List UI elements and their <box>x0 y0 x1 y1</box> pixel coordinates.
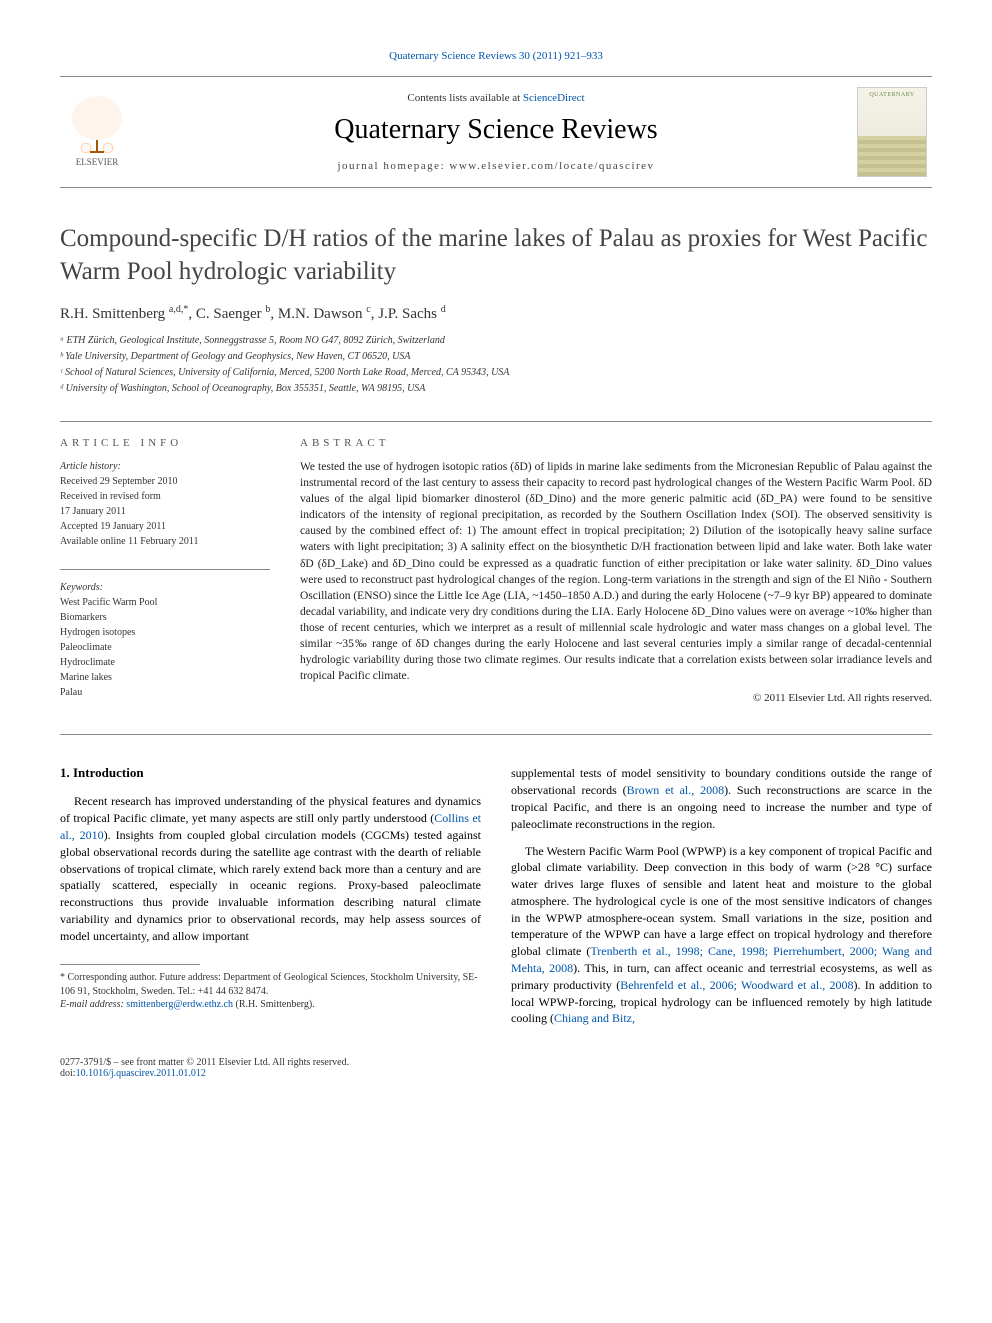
body-column-left: 1. Introduction Recent research has impr… <box>60 765 481 1037</box>
divider-line <box>60 421 932 422</box>
authors: R.H. Smittenberg a,d,*, C. Saenger b, M.… <box>60 304 932 323</box>
history-line: Available online 11 February 2011 <box>60 534 270 549</box>
abstract-copyright: © 2011 Elsevier Ltd. All rights reserved… <box>300 692 932 704</box>
footnote: * Corresponding author. Future address: … <box>60 971 481 1012</box>
body-paragraph: supplemental tests of model sensitivity … <box>511 765 932 832</box>
contents-line: Contents lists available at ScienceDirec… <box>135 92 857 104</box>
keyword: Paleoclimate <box>60 640 270 655</box>
citation-link[interactable]: Behrenfeld et al., 2006; Woodward et al.… <box>620 978 853 992</box>
journal-name: Quaternary Science Reviews <box>135 114 857 146</box>
section-title: Introduction <box>73 765 144 780</box>
email-suffix: (R.H. Smittenberg). <box>233 999 315 1010</box>
footnote-divider <box>60 964 200 965</box>
corresponding-author-note: * Corresponding author. Future address: … <box>60 971 481 998</box>
page-footer: 0277-3791/$ – see front matter © 2011 El… <box>60 1057 932 1079</box>
abstract-header: ABSTRACT <box>300 437 932 449</box>
email-label: E-mail address: <box>60 999 126 1010</box>
article-history: Article history: Received 29 September 2… <box>60 459 270 549</box>
issn-line: 0277-3791/$ – see front matter © 2011 El… <box>60 1057 349 1068</box>
affiliation-line: ᵇ Yale University, Department of Geology… <box>60 349 932 364</box>
keyword: Biomarkers <box>60 610 270 625</box>
affiliations: ᵃ ETH Zürich, Geological Institute, Sonn… <box>60 333 932 396</box>
affiliation-line: ᵈ University of Washington, School of Oc… <box>60 381 932 396</box>
doi-link[interactable]: 10.1016/j.quascirev.2011.01.012 <box>76 1068 206 1079</box>
abstract-column: ABSTRACT We tested the use of hydrogen i… <box>300 437 932 704</box>
homepage-url[interactable]: www.elsevier.com/locate/quascirev <box>449 160 654 172</box>
svg-text:ELSEVIER: ELSEVIER <box>76 157 119 167</box>
history-line: Accepted 19 January 2011 <box>60 519 270 534</box>
affiliation-line: ᵃ ETH Zürich, Geological Institute, Sonn… <box>60 333 932 348</box>
contents-prefix: Contents lists available at <box>407 92 522 104</box>
article-title: Compound-specific D/H ratios of the mari… <box>60 223 932 288</box>
history-line: Received 29 September 2010 <box>60 474 270 489</box>
body-column-right: supplemental tests of model sensitivity … <box>511 765 932 1037</box>
keyword: Hydrogen isotopes <box>60 625 270 640</box>
body-columns: 1. Introduction Recent research has impr… <box>60 765 932 1037</box>
keywords-label: Keywords: <box>60 580 270 595</box>
cover-title: QUATERNARY <box>862 92 922 98</box>
masthead: ELSEVIER Contents lists available at Sci… <box>60 76 932 188</box>
body-paragraph: The Western Pacific Warm Pool (WPWP) is … <box>511 843 932 1028</box>
section-number: 1. <box>60 765 70 780</box>
divider-line <box>60 734 932 735</box>
divider-line <box>60 569 270 570</box>
body-paragraph: Recent research has improved understandi… <box>60 793 481 944</box>
section-heading: 1. Introduction <box>60 765 481 781</box>
keyword: Palau <box>60 685 270 700</box>
doi-prefix: doi: <box>60 1068 76 1079</box>
journal-reference: Quaternary Science Reviews 30 (2011) 921… <box>60 50 932 62</box>
article-info-header: ARTICLE INFO <box>60 437 270 449</box>
citation-link[interactable]: Brown et al., 2008 <box>627 783 724 797</box>
keyword: Hydroclimate <box>60 655 270 670</box>
email-link[interactable]: smittenberg@erdw.ethz.ch <box>126 999 233 1010</box>
journal-homepage: journal homepage: www.elsevier.com/locat… <box>135 160 857 172</box>
sciencedirect-link[interactable]: ScienceDirect <box>523 92 585 104</box>
article-info-column: ARTICLE INFO Article history: Received 2… <box>60 437 270 704</box>
keyword: West Pacific Warm Pool <box>60 595 270 610</box>
elsevier-tree-icon: ELSEVIER <box>60 90 135 170</box>
keywords-block: Keywords: West Pacific Warm PoolBiomarke… <box>60 580 270 700</box>
keyword: Marine lakes <box>60 670 270 685</box>
publisher-logo: ELSEVIER <box>60 90 135 174</box>
affiliation-line: ᶜ School of Natural Sciences, University… <box>60 365 932 380</box>
history-label: Article history: <box>60 459 270 474</box>
history-line: Received in revised form <box>60 489 270 504</box>
abstract-text: We tested the use of hydrogen isotopic r… <box>300 459 932 684</box>
history-line: 17 January 2011 <box>60 504 270 519</box>
journal-cover: QUATERNARY <box>857 87 932 177</box>
citation-link[interactable]: Chiang and Bitz, <box>554 1011 635 1025</box>
journal-ref-link[interactable]: Quaternary Science Reviews 30 (2011) 921… <box>389 50 603 62</box>
